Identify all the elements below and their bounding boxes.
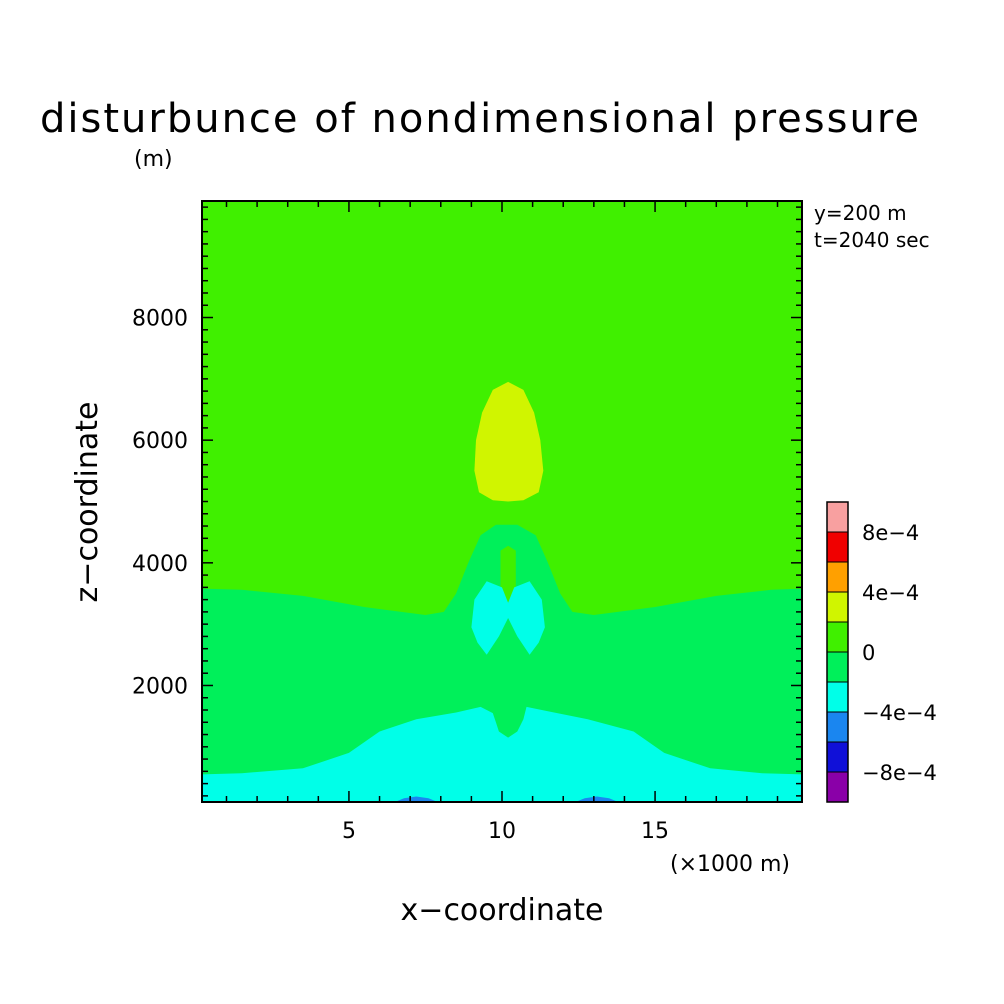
contour-region-5	[202, 706, 802, 802]
contour-fill-layer	[202, 201, 802, 802]
colorbar-swatch	[826, 741, 849, 773]
colorbar-label: 4e−4	[862, 581, 919, 605]
colorbar-swatch	[826, 771, 849, 803]
contour-region-2	[474, 381, 544, 502]
x-axis-label: x−coordinate	[401, 893, 604, 928]
x-tick-label: 10	[488, 819, 516, 844]
colorbar-label: 0	[862, 641, 875, 665]
plot-frame	[201, 200, 803, 803]
colorbar: −8e−4 −4e−4 0 4e−4 8e−4	[826, 501, 937, 803]
y-tick-label: 2000	[132, 674, 188, 699]
contour-region-4	[471, 581, 545, 655]
colorbar-label: −4e−4	[862, 701, 937, 725]
y-tick-label: 8000	[132, 307, 188, 332]
contour-region-1	[202, 524, 802, 802]
x-unit-note: (×1000 m)	[670, 852, 790, 877]
x-tick-label: 5	[342, 819, 356, 844]
colorbar-swatch	[826, 651, 849, 683]
colorbar-swatch	[826, 531, 849, 563]
colorbar-swatch	[826, 501, 849, 533]
colorbar-frame	[826, 501, 849, 803]
info-line-y: y=200 m	[814, 201, 907, 225]
y-unit-label: (m)	[134, 147, 173, 172]
chart-title: disturbunce of nondimensional pressure	[40, 96, 921, 142]
y-tick-label: 4000	[132, 552, 188, 577]
colorbar-swatch	[826, 561, 849, 593]
colorbar-swatch	[826, 711, 849, 743]
y-tick-label: 6000	[132, 429, 188, 454]
colorbar-label: −8e−4	[862, 761, 937, 785]
colorbar-swatch	[826, 681, 849, 713]
contour-region-7	[575, 796, 619, 802]
info-line-t: t=2040 sec	[814, 228, 930, 252]
contour-region-3	[500, 545, 516, 606]
colorbar-label: 8e−4	[862, 521, 919, 545]
colorbar-swatch	[826, 591, 849, 623]
contour-region-6	[394, 796, 438, 802]
y-axis-label: z−coordinate	[70, 402, 105, 603]
x-tick-label: 15	[641, 819, 669, 844]
colorbar-swatch	[826, 621, 849, 653]
tick-labels: 5 10 15 2000 4000 6000 8000	[132, 307, 669, 844]
